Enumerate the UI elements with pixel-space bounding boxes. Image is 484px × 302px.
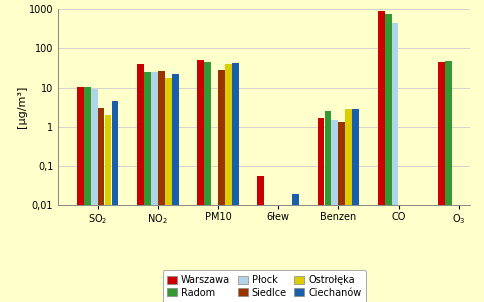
Bar: [204, 62, 211, 302]
Bar: [384, 14, 391, 302]
Bar: [345, 109, 351, 302]
Bar: [158, 71, 165, 302]
Bar: [171, 74, 178, 302]
Bar: [77, 87, 84, 302]
Bar: [97, 108, 104, 302]
Bar: [84, 87, 91, 302]
Bar: [218, 70, 225, 302]
Bar: [144, 72, 151, 302]
Legend: Warszawa, Radom, Płock, Siedlce, Ostrołęka, Ciechanów: Warszawa, Radom, Płock, Siedlce, Ostrołę…: [162, 270, 365, 302]
Bar: [351, 109, 358, 302]
Bar: [165, 78, 171, 302]
Bar: [324, 111, 331, 302]
Bar: [317, 118, 324, 302]
Bar: [377, 11, 384, 302]
Bar: [111, 101, 118, 302]
Bar: [391, 23, 398, 302]
Bar: [257, 176, 264, 302]
Bar: [91, 89, 97, 302]
Y-axis label: [µg/m³]: [µg/m³]: [17, 86, 28, 128]
Bar: [231, 63, 238, 302]
Bar: [137, 64, 144, 302]
Bar: [197, 60, 204, 302]
Bar: [331, 120, 337, 302]
Bar: [291, 194, 298, 302]
Bar: [437, 62, 444, 302]
Bar: [105, 115, 111, 302]
Bar: [444, 61, 451, 302]
Bar: [225, 64, 231, 302]
Bar: [338, 122, 345, 302]
Bar: [151, 72, 157, 302]
